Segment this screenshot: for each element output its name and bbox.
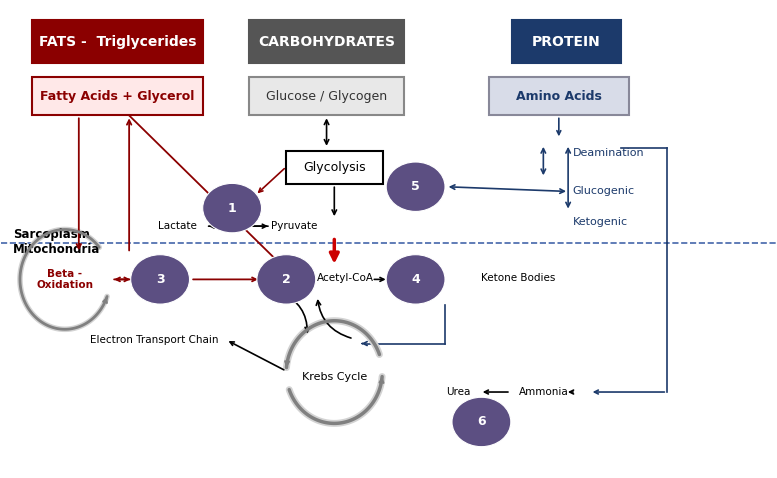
FancyBboxPatch shape [249,77,404,116]
Text: 5: 5 [411,180,420,193]
Text: Urea: Urea [446,387,470,397]
FancyBboxPatch shape [249,21,404,63]
FancyBboxPatch shape [33,77,203,116]
Text: CARBOHYDRATES: CARBOHYDRATES [258,35,395,49]
Text: Lactate: Lactate [159,221,197,231]
Text: Ketogenic: Ketogenic [573,217,628,228]
Text: Mitochondria: Mitochondria [13,243,100,256]
Ellipse shape [131,255,190,304]
Text: Ketone Bodies: Ketone Bodies [482,273,556,283]
Text: Deamination: Deamination [573,149,644,159]
Text: Krebs Cycle: Krebs Cycle [301,372,367,382]
FancyBboxPatch shape [286,151,383,185]
Text: FATS -  Triglycerides: FATS - Triglycerides [39,35,197,49]
Text: Ammonia: Ammonia [518,387,568,397]
Text: Pyruvate: Pyruvate [271,221,317,231]
Ellipse shape [203,184,262,233]
FancyBboxPatch shape [512,21,621,63]
Ellipse shape [257,255,315,304]
Text: Beta -
Oxidation: Beta - Oxidation [37,269,93,290]
Text: Acetyl-CoA: Acetyl-CoA [317,273,375,283]
FancyBboxPatch shape [33,21,203,63]
Text: 6: 6 [477,415,486,428]
Text: 4: 4 [411,273,420,286]
Ellipse shape [386,162,445,211]
Text: PROTEIN: PROTEIN [532,35,601,49]
Text: Electron Transport Chain: Electron Transport Chain [90,335,219,345]
Text: Sarcoplasm: Sarcoplasm [13,228,90,241]
Text: Glucogenic: Glucogenic [573,186,635,196]
Text: Glucose / Glycogen: Glucose / Glycogen [266,90,387,103]
FancyBboxPatch shape [490,77,629,116]
Text: 3: 3 [156,273,165,286]
Ellipse shape [452,397,510,446]
Text: 1: 1 [228,202,236,215]
Text: Glycolysis: Glycolysis [303,161,366,174]
Text: Fatty Acids + Glycerol: Fatty Acids + Glycerol [40,90,195,103]
Text: Amino Acids: Amino Acids [516,90,601,103]
Text: 2: 2 [282,273,291,286]
Ellipse shape [386,255,445,304]
